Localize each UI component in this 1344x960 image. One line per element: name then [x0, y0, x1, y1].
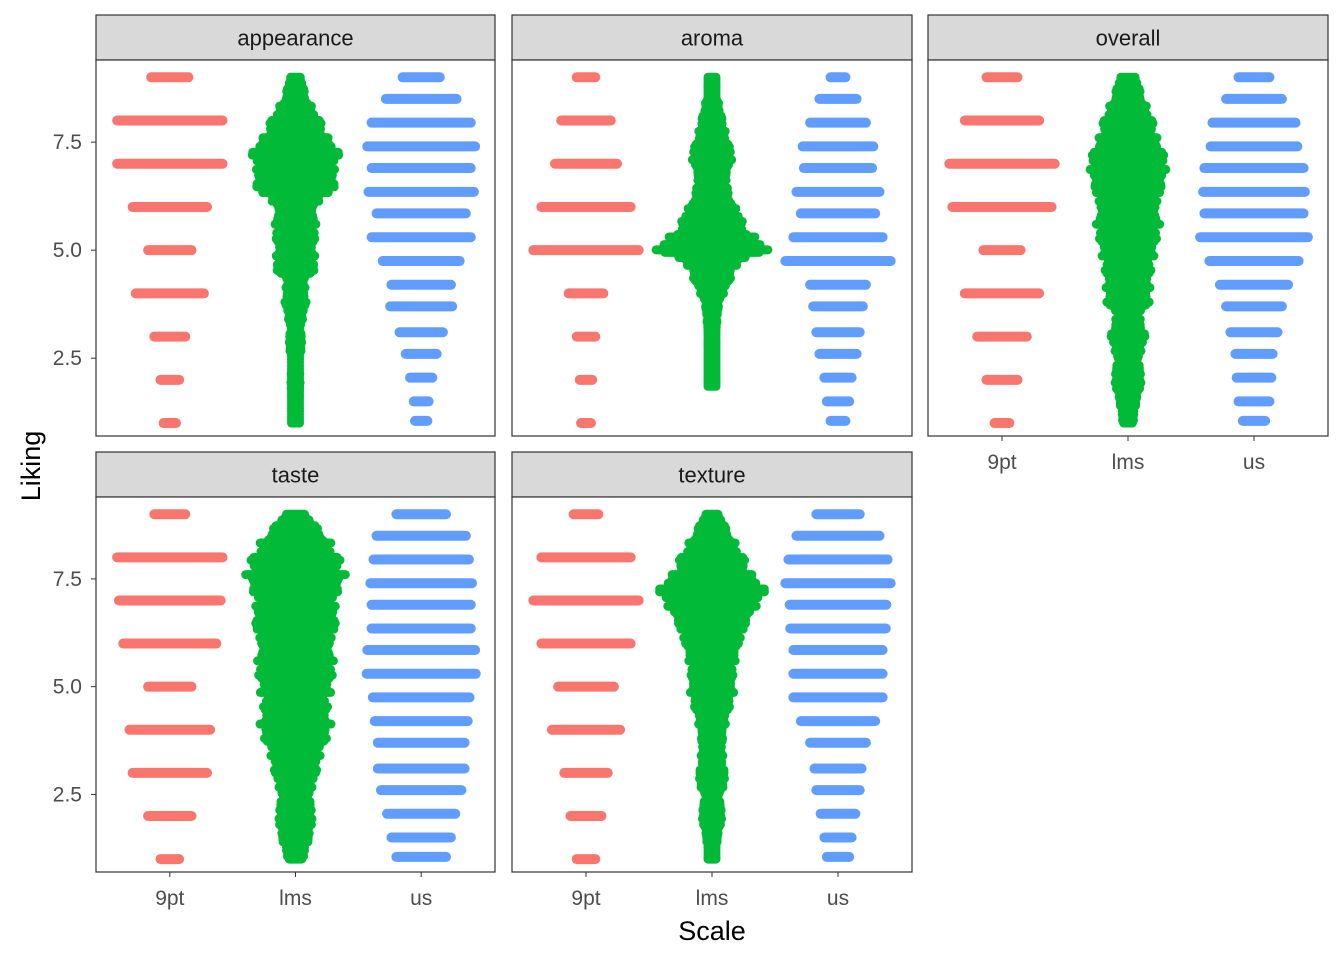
x-tick-label-lms: lms [1112, 451, 1145, 474]
y-tick-label: 2.5 [53, 783, 82, 806]
series-taste-lms [241, 509, 350, 864]
panel-appearance: appearance 2.5 5.0 7.5 [53, 14, 496, 437]
series-appearance-us [362, 72, 481, 426]
strip-appearance [95, 14, 496, 61]
y-axis-title: Liking [16, 431, 46, 502]
strip-texture [511, 451, 913, 498]
series-aroma-9pt [528, 72, 644, 429]
series-texture-us [780, 509, 896, 862]
x-tick-label-9pt: 9pt [571, 887, 600, 910]
series-texture-lms [655, 509, 769, 864]
x-tick-label-9pt: 9pt [155, 887, 184, 910]
series-overall-9pt [944, 72, 1060, 429]
strip-label-texture: texture [678, 463, 745, 488]
x-axis-title: Scale [678, 916, 746, 946]
x-tick-label-us: us [827, 887, 849, 910]
x-tick-label-9pt: 9pt [987, 451, 1016, 474]
y-tick-label: 5.0 [53, 676, 82, 699]
strip-label-aroma: aroma [681, 26, 744, 51]
y-tick-label: 5.0 [53, 239, 82, 262]
panel-taste: taste 2.5 5.0 7.5 9pt lms us [53, 451, 496, 910]
series-appearance-lms [247, 72, 344, 428]
y-tick-label: 2.5 [53, 347, 82, 370]
strip-label-overall: overall [1096, 26, 1161, 51]
series-appearance-9pt [112, 72, 228, 429]
series-aroma-lms [651, 72, 773, 391]
strip-aroma [511, 14, 913, 61]
panel-aroma: aroma [511, 14, 913, 437]
x-tick-label-lms: lms [696, 887, 729, 910]
series-aroma-us [780, 72, 896, 426]
strip-overall [927, 14, 1329, 61]
series-taste-us [361, 509, 481, 862]
y-tick-label: 7.5 [53, 568, 82, 591]
x-tick-label-us: us [1243, 451, 1265, 474]
series-taste-9pt [112, 509, 228, 865]
strip-label-appearance: appearance [237, 26, 353, 51]
y-tick-label: 7.5 [53, 131, 82, 154]
strip-label-taste: taste [272, 463, 320, 488]
series-overall-us [1195, 72, 1313, 426]
series-overall-lms [1085, 72, 1171, 428]
series-texture-9pt [528, 509, 644, 865]
panel-overall: overall 9pt lms us [927, 14, 1329, 474]
x-tick-label-us: us [410, 887, 432, 910]
panel-texture: texture 9pt lms us [511, 451, 913, 910]
x-tick-label-lms: lms [279, 887, 312, 910]
